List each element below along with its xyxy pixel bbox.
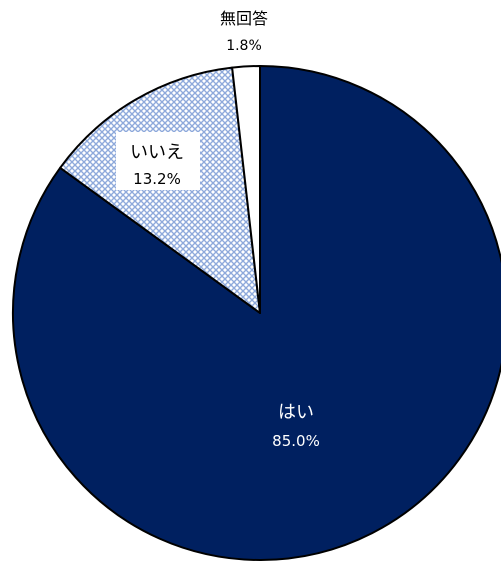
- pie-slices: [12, 65, 501, 561]
- slice-label-name: はい: [278, 402, 314, 423]
- slice-label-hai: はい 85.0%: [272, 402, 320, 450]
- slice-label-iie: いいえ 13.2%: [116, 132, 200, 190]
- slice-label-name: いいえ: [130, 142, 184, 163]
- slice-label-box: [116, 132, 200, 190]
- slice-label-value: 85.0%: [272, 432, 320, 450]
- pie-slice-mukaito: [231, 65, 261, 314]
- slice-label-value: 13.2%: [133, 170, 181, 188]
- slice-label-mukaito: 無回答 1.8%: [220, 9, 268, 54]
- slice-label-value: 1.8%: [226, 38, 262, 54]
- slice-label-name: 無回答: [220, 9, 268, 28]
- pie-slice-hai: [12, 65, 501, 561]
- pie-slice-iie: [59, 66, 261, 314]
